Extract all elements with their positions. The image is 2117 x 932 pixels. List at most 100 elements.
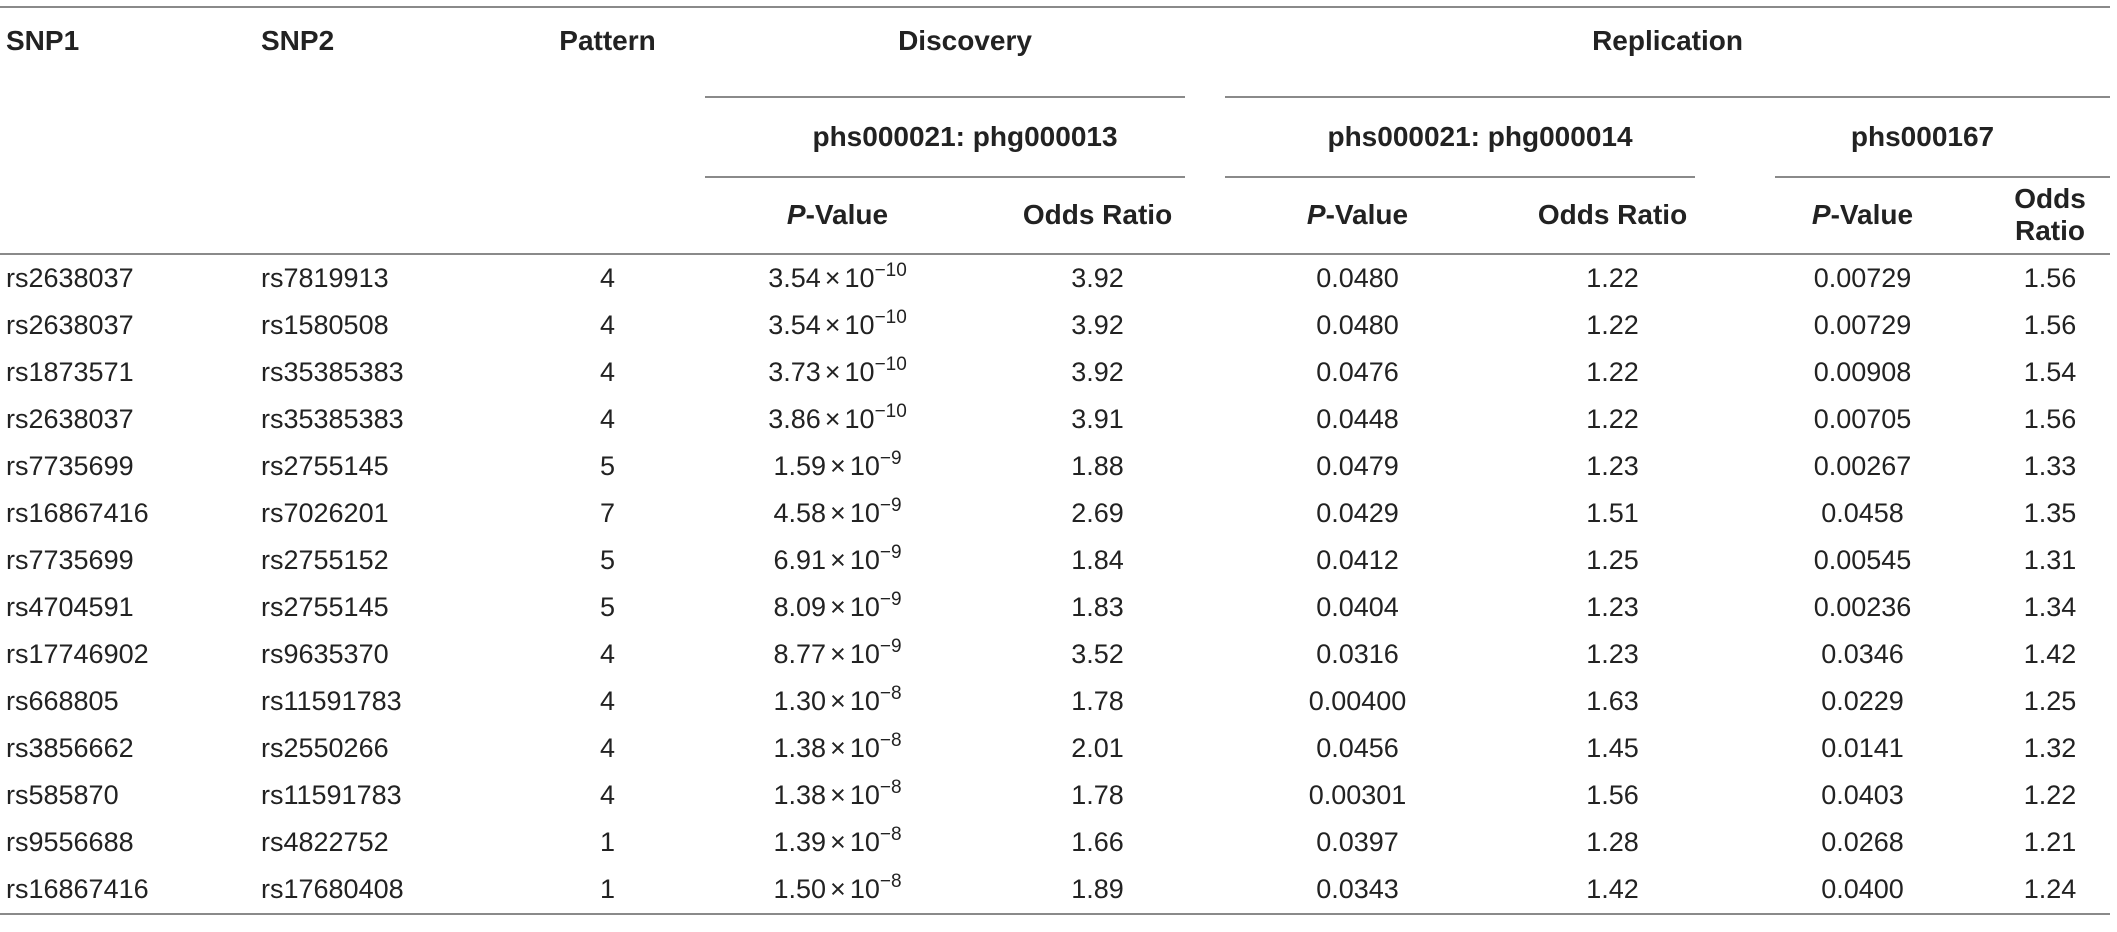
pvalue-base: 10 [844, 263, 875, 293]
cell-pattern: 5 [599, 451, 616, 481]
times-sign: × [830, 545, 846, 575]
cell-discovery-pvalue: 1.59 × 10−9 [705, 443, 970, 490]
cell-discovery-odds-ratio: 2.01 [1071, 733, 1124, 763]
cell-snp1: rs4704591 [6, 592, 134, 622]
cell-discovery-pvalue: 8.77 × 10−9 [705, 631, 970, 678]
cell-discovery-pvalue: 1.38 × 10−8 [705, 725, 970, 772]
pvalue-mantissa: 1.30 [773, 686, 827, 716]
header-replication: Replication [1225, 7, 2111, 97]
cell-pattern: 4 [599, 404, 616, 434]
pvalue-mantissa: 1.38 [773, 733, 827, 763]
pvalue-base: 10 [844, 357, 875, 387]
header-rep1-odds-ratio: Odds Ratio [1490, 177, 1735, 255]
cell-snp2: rs17680408 [261, 874, 404, 904]
cell-rep2-pvalue: 0.00267 [1813, 451, 1912, 481]
cell-snp2: rs35385383 [261, 404, 404, 434]
cell-discovery-odds-ratio: 1.78 [1071, 780, 1124, 810]
cell-rep2-odds-ratio: 1.56 [2023, 404, 2077, 434]
cell-snp2: rs2755145 [261, 592, 389, 622]
cell-rep2-odds-ratio: 1.24 [2023, 874, 2077, 904]
pvalue-mantissa: 3.73 [768, 357, 821, 387]
table-row: rs3856662 rs2550266 4 1.38 × 10−8 2.01 0.0456 1.… [0, 725, 2110, 772]
cell-rep2-pvalue: 0.00729 [1813, 310, 1912, 340]
pvalue-mantissa: 6.91 [773, 545, 827, 575]
cell-rep2-odds-ratio: 1.42 [2023, 639, 2077, 669]
pvalue-mantissa: 8.09 [773, 592, 827, 622]
times-sign: × [830, 780, 846, 810]
cell-pattern: 4 [599, 733, 616, 763]
pvalue-exponent: −8 [879, 683, 902, 704]
cell-rep2-odds-ratio: 1.56 [2023, 310, 2077, 340]
cell-rep2-pvalue: 0.0141 [1821, 733, 1904, 763]
pvalue-base: 10 [849, 592, 880, 622]
header-rep2-pvalue: P-Value [1735, 177, 1990, 255]
cell-snp2: rs7819913 [261, 263, 389, 293]
cell-pattern: 4 [599, 780, 616, 810]
cell-rep1-odds-ratio: 1.42 [1586, 874, 1639, 904]
pvalue-base: 10 [849, 733, 880, 763]
cell-pattern: 7 [599, 498, 616, 528]
cell-snp1: rs2638037 [6, 404, 134, 434]
cell-snp1: rs16867416 [6, 498, 149, 528]
cell-snp1: rs7735699 [6, 545, 134, 575]
cell-snp2: rs35385383 [261, 357, 404, 387]
table-row: rs2638037 rs7819913 4 3.54 × 10−10 3.92 0.0480 1… [0, 254, 2110, 302]
cell-discovery-odds-ratio: 1.78 [1071, 686, 1124, 716]
cell-discovery-pvalue: 1.38 × 10−8 [705, 772, 970, 819]
cell-rep2-odds-ratio: 1.32 [2023, 733, 2077, 763]
header-disc-odds-ratio: Odds Ratio [970, 177, 1225, 255]
cell-discovery-pvalue: 3.86 × 10−10 [705, 396, 970, 443]
cell-pattern: 5 [599, 545, 616, 575]
cell-pattern: 1 [599, 874, 616, 904]
cell-rep2-pvalue: 0.0346 [1821, 639, 1904, 669]
pvalue-exponent: −8 [879, 824, 902, 845]
cell-rep2-pvalue: 0.0403 [1821, 780, 1904, 810]
pvalue-base: 10 [844, 404, 875, 434]
cell-discovery-pvalue: 3.73 × 10−10 [705, 349, 970, 396]
table-row: rs7735699 rs2755145 5 1.59 × 10−9 1.88 0.0479 1.… [0, 443, 2110, 490]
cell-discovery-pvalue: 1.50 × 10−8 [705, 866, 970, 914]
cell-snp2: rs2755145 [261, 451, 389, 481]
pvalue-exponent: −9 [879, 495, 902, 516]
header-pattern: Pattern [559, 25, 656, 56]
cell-discovery-pvalue: 1.39 × 10−8 [705, 819, 970, 866]
cell-snp1: rs585870 [6, 780, 119, 810]
pvalue-exponent: −8 [879, 871, 902, 892]
cell-rep1-odds-ratio: 1.22 [1586, 310, 1639, 340]
table-row: rs2638037 rs35385383 4 3.86 × 10−10 3.91 0.0448… [0, 396, 2110, 443]
cell-rep2-pvalue: 0.00729 [1813, 263, 1912, 293]
table-row: rs9556688 rs4822752 1 1.39 × 10−8 1.66 0.0397 1.… [0, 819, 2110, 866]
table-row: rs2638037 rs1580508 4 3.54 × 10−10 3.92 0.0480 1… [0, 302, 2110, 349]
pvalue-exponent: −10 [874, 354, 907, 375]
cell-discovery-odds-ratio: 1.84 [1071, 545, 1124, 575]
cell-rep2-pvalue: 0.00236 [1813, 592, 1912, 622]
header-snp2: SNP2 [261, 25, 335, 56]
pvalue-exponent: −10 [874, 260, 907, 281]
header-replication-cohort-1: phs000021: phg000014 [1225, 97, 1735, 178]
pvalue-exponent: −8 [879, 730, 902, 751]
cell-rep2-odds-ratio: 1.54 [2023, 357, 2077, 387]
times-sign: × [824, 404, 841, 434]
header-snp1: SNP1 [6, 25, 80, 56]
table-row: rs668805 rs11591783 4 1.30 × 10−8 1.78 0.00400 1… [0, 678, 2110, 725]
cell-discovery-odds-ratio: 1.89 [1071, 874, 1124, 904]
pvalue-exponent: −9 [879, 589, 902, 610]
pvalue-base: 10 [849, 639, 880, 669]
pvalue-base: 10 [844, 310, 875, 340]
times-sign: × [830, 733, 846, 763]
times-sign: × [830, 874, 846, 904]
cell-discovery-odds-ratio: 3.92 [1071, 310, 1124, 340]
times-sign: × [824, 310, 841, 340]
cell-rep1-odds-ratio: 1.23 [1586, 592, 1639, 622]
pvalue-mantissa: 3.54 [768, 263, 821, 293]
cell-pattern: 4 [599, 310, 616, 340]
cell-discovery-pvalue: 4.58 × 10−9 [705, 490, 970, 537]
pvalue-base: 10 [849, 498, 880, 528]
header-rep1-pvalue: P-Value [1225, 177, 1490, 255]
cell-snp1: rs3856662 [6, 733, 134, 763]
cell-discovery-odds-ratio: 3.91 [1071, 404, 1124, 434]
cell-rep2-pvalue: 0.00705 [1813, 404, 1912, 434]
cell-rep1-odds-ratio: 1.22 [1586, 404, 1639, 434]
cell-rep1-pvalue: 0.0480 [1316, 263, 1399, 293]
pvalue-exponent: −10 [874, 307, 907, 328]
